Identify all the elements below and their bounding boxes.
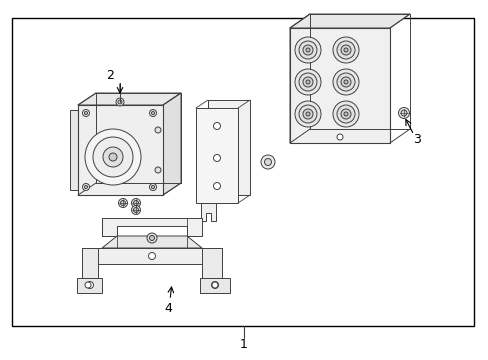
Circle shape [85, 282, 91, 288]
Circle shape [86, 282, 93, 288]
Circle shape [84, 112, 87, 114]
Circle shape [340, 109, 350, 119]
Circle shape [149, 109, 156, 117]
Polygon shape [70, 110, 78, 190]
Circle shape [336, 134, 342, 140]
Circle shape [298, 73, 316, 91]
Circle shape [343, 112, 347, 116]
Circle shape [109, 153, 117, 161]
Circle shape [305, 112, 309, 116]
Circle shape [212, 282, 218, 288]
Polygon shape [289, 28, 389, 143]
Circle shape [131, 206, 140, 215]
Circle shape [93, 137, 133, 177]
Polygon shape [201, 203, 216, 221]
Polygon shape [289, 14, 409, 28]
Circle shape [264, 158, 271, 166]
Circle shape [84, 185, 87, 189]
Circle shape [116, 98, 124, 106]
Text: 4: 4 [164, 302, 172, 315]
Circle shape [118, 198, 127, 207]
Circle shape [118, 100, 122, 104]
Circle shape [149, 235, 154, 240]
Polygon shape [82, 248, 222, 264]
Polygon shape [196, 108, 238, 203]
Circle shape [298, 41, 316, 59]
Circle shape [332, 101, 358, 127]
Circle shape [294, 101, 320, 127]
Circle shape [120, 201, 125, 206]
Circle shape [82, 109, 89, 117]
Text: 2: 2 [106, 68, 114, 81]
Circle shape [211, 282, 218, 288]
Circle shape [85, 129, 141, 185]
Circle shape [213, 122, 220, 130]
Circle shape [298, 105, 316, 123]
Polygon shape [102, 236, 202, 248]
Polygon shape [289, 14, 309, 143]
Circle shape [332, 37, 358, 63]
Circle shape [343, 48, 347, 52]
Polygon shape [77, 278, 102, 293]
Circle shape [147, 233, 157, 243]
Circle shape [133, 201, 138, 206]
Polygon shape [102, 218, 202, 236]
Circle shape [305, 48, 309, 52]
Bar [12, 18, 473, 326]
Circle shape [213, 183, 220, 189]
Circle shape [131, 198, 140, 207]
Circle shape [149, 184, 156, 190]
Circle shape [340, 45, 350, 55]
Circle shape [332, 69, 358, 95]
Text: 1: 1 [240, 338, 247, 351]
Circle shape [82, 184, 89, 190]
Polygon shape [200, 278, 229, 293]
Polygon shape [207, 100, 249, 195]
Circle shape [294, 69, 320, 95]
Circle shape [336, 73, 354, 91]
Circle shape [213, 154, 220, 162]
Circle shape [151, 185, 154, 189]
Polygon shape [78, 93, 181, 105]
Circle shape [303, 109, 312, 119]
Polygon shape [78, 105, 163, 195]
Circle shape [148, 252, 155, 260]
Circle shape [155, 167, 161, 173]
Circle shape [133, 207, 138, 212]
Circle shape [398, 108, 408, 118]
Polygon shape [163, 93, 181, 195]
Circle shape [303, 45, 312, 55]
Text: 3: 3 [412, 132, 420, 145]
Circle shape [103, 147, 123, 167]
Circle shape [336, 41, 354, 59]
Circle shape [400, 110, 406, 116]
Circle shape [340, 77, 350, 87]
Circle shape [261, 155, 274, 169]
Circle shape [151, 112, 154, 114]
Circle shape [294, 37, 320, 63]
Circle shape [155, 127, 161, 133]
Circle shape [305, 80, 309, 84]
Polygon shape [82, 248, 98, 288]
Polygon shape [96, 93, 181, 183]
Circle shape [303, 77, 312, 87]
Polygon shape [202, 248, 222, 283]
Circle shape [343, 80, 347, 84]
Circle shape [336, 105, 354, 123]
